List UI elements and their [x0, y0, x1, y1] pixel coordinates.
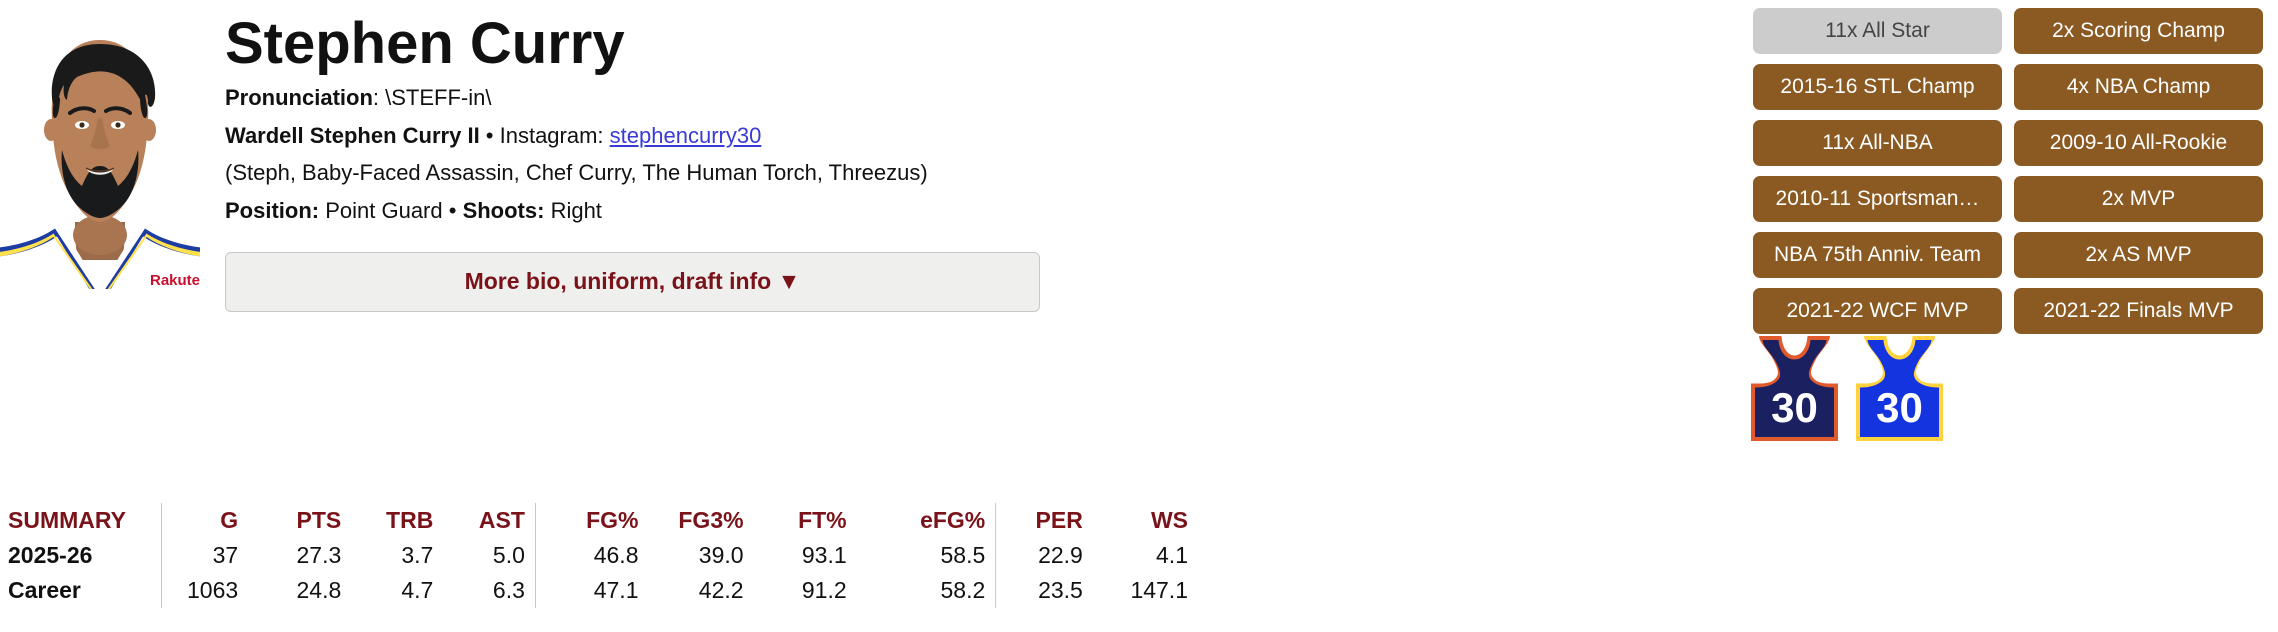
- svg-text:30: 30: [1771, 384, 1818, 431]
- svg-text:Rakuten: Rakuten: [150, 272, 200, 289]
- svg-text:30: 30: [1876, 384, 1923, 431]
